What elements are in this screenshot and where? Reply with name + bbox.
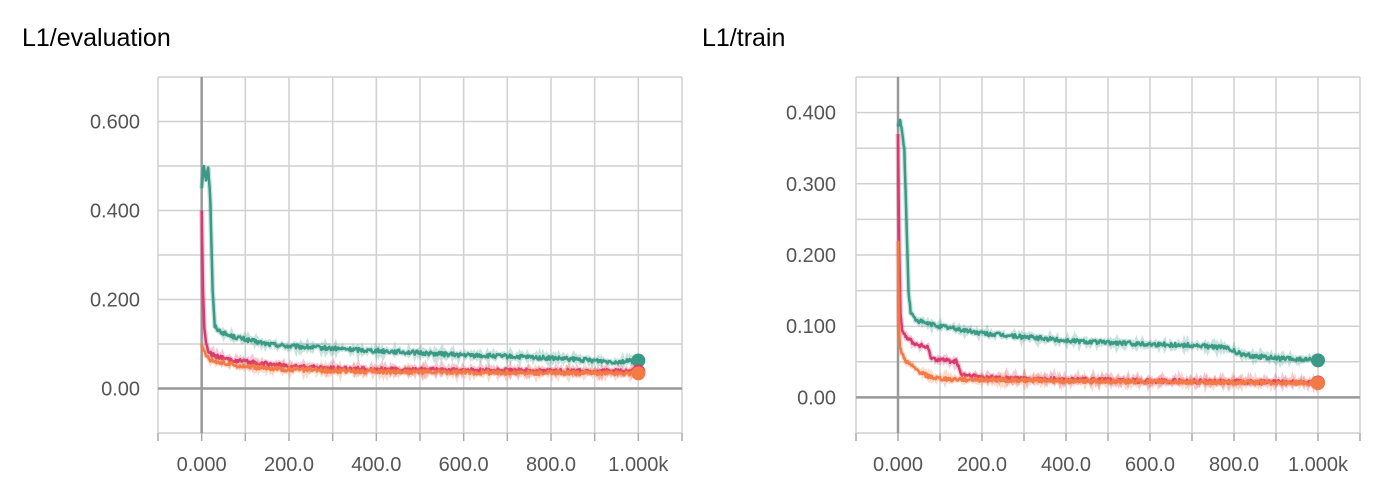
y-tick-label: 0.400 xyxy=(786,103,836,125)
y-tick-label: 0.400 xyxy=(90,201,140,223)
series-end-point[interactable] xyxy=(631,366,646,381)
chart-title: L1/train xyxy=(702,24,786,52)
series-end-point[interactable] xyxy=(1311,353,1325,368)
y-tick-label: 0.600 xyxy=(90,112,140,134)
x-tick-label: 800.0 xyxy=(1209,454,1259,476)
series-end-point[interactable] xyxy=(631,353,646,368)
series-0 xyxy=(199,164,646,370)
chart-l1-train: L1/train 0.000 200.0 400.0 600.0 800.0 1.000k… xyxy=(692,0,1384,486)
x-tick-label: 400.0 xyxy=(1041,454,1091,476)
series-2 xyxy=(199,343,646,384)
x-tick-label: 1.000k xyxy=(608,454,669,476)
x-tick-label: 800.0 xyxy=(526,454,576,476)
y-tick-label: 0.00 xyxy=(101,379,140,401)
x-tick-label: 600.0 xyxy=(439,454,489,476)
y-tick-label: 0.300 xyxy=(786,174,836,196)
y-tick-label: 0.200 xyxy=(786,245,836,267)
x-tick-label: 200.0 xyxy=(957,454,1007,476)
series-2 xyxy=(895,240,1325,394)
x-tick-label: 600.0 xyxy=(1125,454,1175,476)
series-line xyxy=(896,240,1319,387)
plot-area[interactable]: 0.000 200.0 400.0 600.0 800.0 1.000k 0.00 0.100… xyxy=(692,0,1384,486)
series-line xyxy=(200,164,640,365)
y-tick-label: 0.00 xyxy=(797,387,836,409)
series-line xyxy=(200,343,640,377)
x-tick-label: 200.0 xyxy=(264,454,314,476)
chart-l1-evaluation: L1/evaluation 0.000 200.0 400.0 600.0 800.0 1… xyxy=(0,0,692,486)
x-tick-label: 1.000k xyxy=(1288,454,1349,476)
plot-area[interactable]: 0.000 200.0 400.0 600.0 800.0 1.000k 0.00 0.200… xyxy=(0,0,692,486)
series-0 xyxy=(895,118,1325,369)
x-tick-label: 0.000 xyxy=(177,454,227,476)
series-line xyxy=(896,133,1320,386)
y-tick-label: 0.100 xyxy=(786,316,836,338)
y-tick-label: 0.200 xyxy=(90,290,140,312)
x-tick-label: 400.0 xyxy=(351,454,401,476)
series-end-point[interactable] xyxy=(1311,376,1325,391)
chart-title: L1/evaluation xyxy=(22,24,171,52)
grid xyxy=(157,76,683,434)
series-line xyxy=(896,118,1319,363)
x-tick-label: 0.000 xyxy=(873,454,923,476)
